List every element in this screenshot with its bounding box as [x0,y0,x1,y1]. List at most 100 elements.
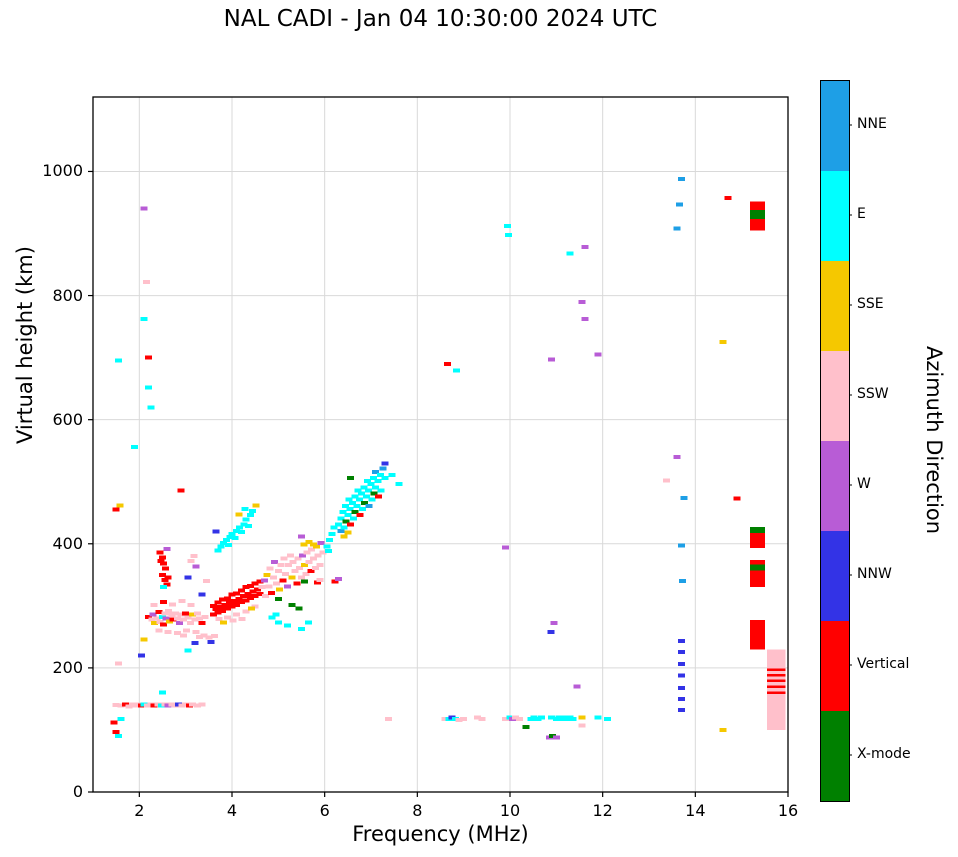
echo-point [291,569,299,574]
y-tick-label: 600 [52,409,83,429]
echo-point [155,610,163,615]
echo-point [272,581,280,586]
echo-point [324,549,332,554]
echo-point [351,494,359,499]
echo-point [173,631,181,636]
echo-point [677,649,685,654]
echo-point [335,577,343,582]
echo-point [189,612,197,617]
echo-point [162,616,170,621]
echo-point [163,546,171,551]
echo-point [226,600,234,605]
echo-block [750,570,765,588]
echo-point [288,603,296,608]
echo-point [121,702,129,707]
echo-point [214,610,222,615]
echo-point [116,503,124,508]
echo-point [365,503,373,508]
echo-point [267,590,275,595]
echo-point [265,584,273,589]
echo-point [200,633,208,638]
echo-point [311,565,319,570]
echo-point [222,538,230,543]
echo-point [381,476,389,481]
colorbar-segment-x-mode [821,711,849,801]
echo-point [724,196,732,201]
echo-point [220,620,228,625]
echo-point [300,542,308,547]
echo-point [231,536,239,541]
echo-point [182,611,190,616]
echo-point [198,621,206,626]
y-tick-label: 400 [52,533,83,553]
echo-point [317,541,325,546]
echo-point [501,716,509,721]
echo-point [376,472,384,477]
echo-point [310,542,318,547]
echo-point [177,488,185,493]
echo-point [347,476,355,481]
echo-point [349,516,357,521]
echo-point [164,703,172,708]
echo-point [249,589,257,594]
colorbar-label-e: E [857,206,866,222]
echo-point [277,562,285,567]
y-tick-label: 0 [72,782,83,801]
x-tick-label: 10 [499,801,521,820]
echo-point [505,232,513,237]
echo-point [237,588,245,593]
echo-point [344,513,352,518]
echo-point [296,565,304,570]
echo-point [347,522,355,527]
echo-point [182,702,190,707]
echo-point [193,611,201,616]
echo-point [112,703,120,708]
echo-block [767,668,786,671]
echo-point [288,575,296,580]
echo-point [578,723,586,728]
echo-point [676,202,684,207]
echo-point [247,513,255,518]
echo-point [719,340,727,345]
echo-point [282,572,290,577]
echo-point [212,606,220,611]
echo-point [300,562,308,567]
echo-point [340,534,348,539]
echo-point [161,577,169,582]
echo-point [359,507,367,512]
echo-point [538,715,546,720]
echo-point [355,497,363,502]
echo-point [240,522,248,527]
echo-point [346,507,354,512]
echo-point [388,472,396,477]
echo-point [370,491,378,496]
echo-point [235,597,243,602]
echo-point [351,510,359,515]
echo-point [251,581,259,586]
echo-point [154,702,162,707]
echo-point [178,598,186,603]
echo-point [251,604,259,609]
echo-point [342,503,350,508]
echo-point [221,603,229,608]
echo-point [328,531,336,536]
y-tick-label: 200 [52,657,83,677]
echo-block [750,620,765,650]
echo-point [253,587,261,592]
echo-point [300,579,308,584]
echo-point [274,569,282,574]
echo-point [159,600,167,605]
echo-point [314,553,322,558]
echo-point [156,550,164,555]
echo-point [178,703,186,708]
echo-point [316,577,324,582]
echo-block [750,564,765,571]
echo-point [325,538,333,543]
x-tick-label: 8 [412,801,423,820]
echo-point [230,598,238,603]
echo-point [594,715,602,720]
echo-point [372,485,380,490]
colorbar-segment-w [821,441,849,531]
